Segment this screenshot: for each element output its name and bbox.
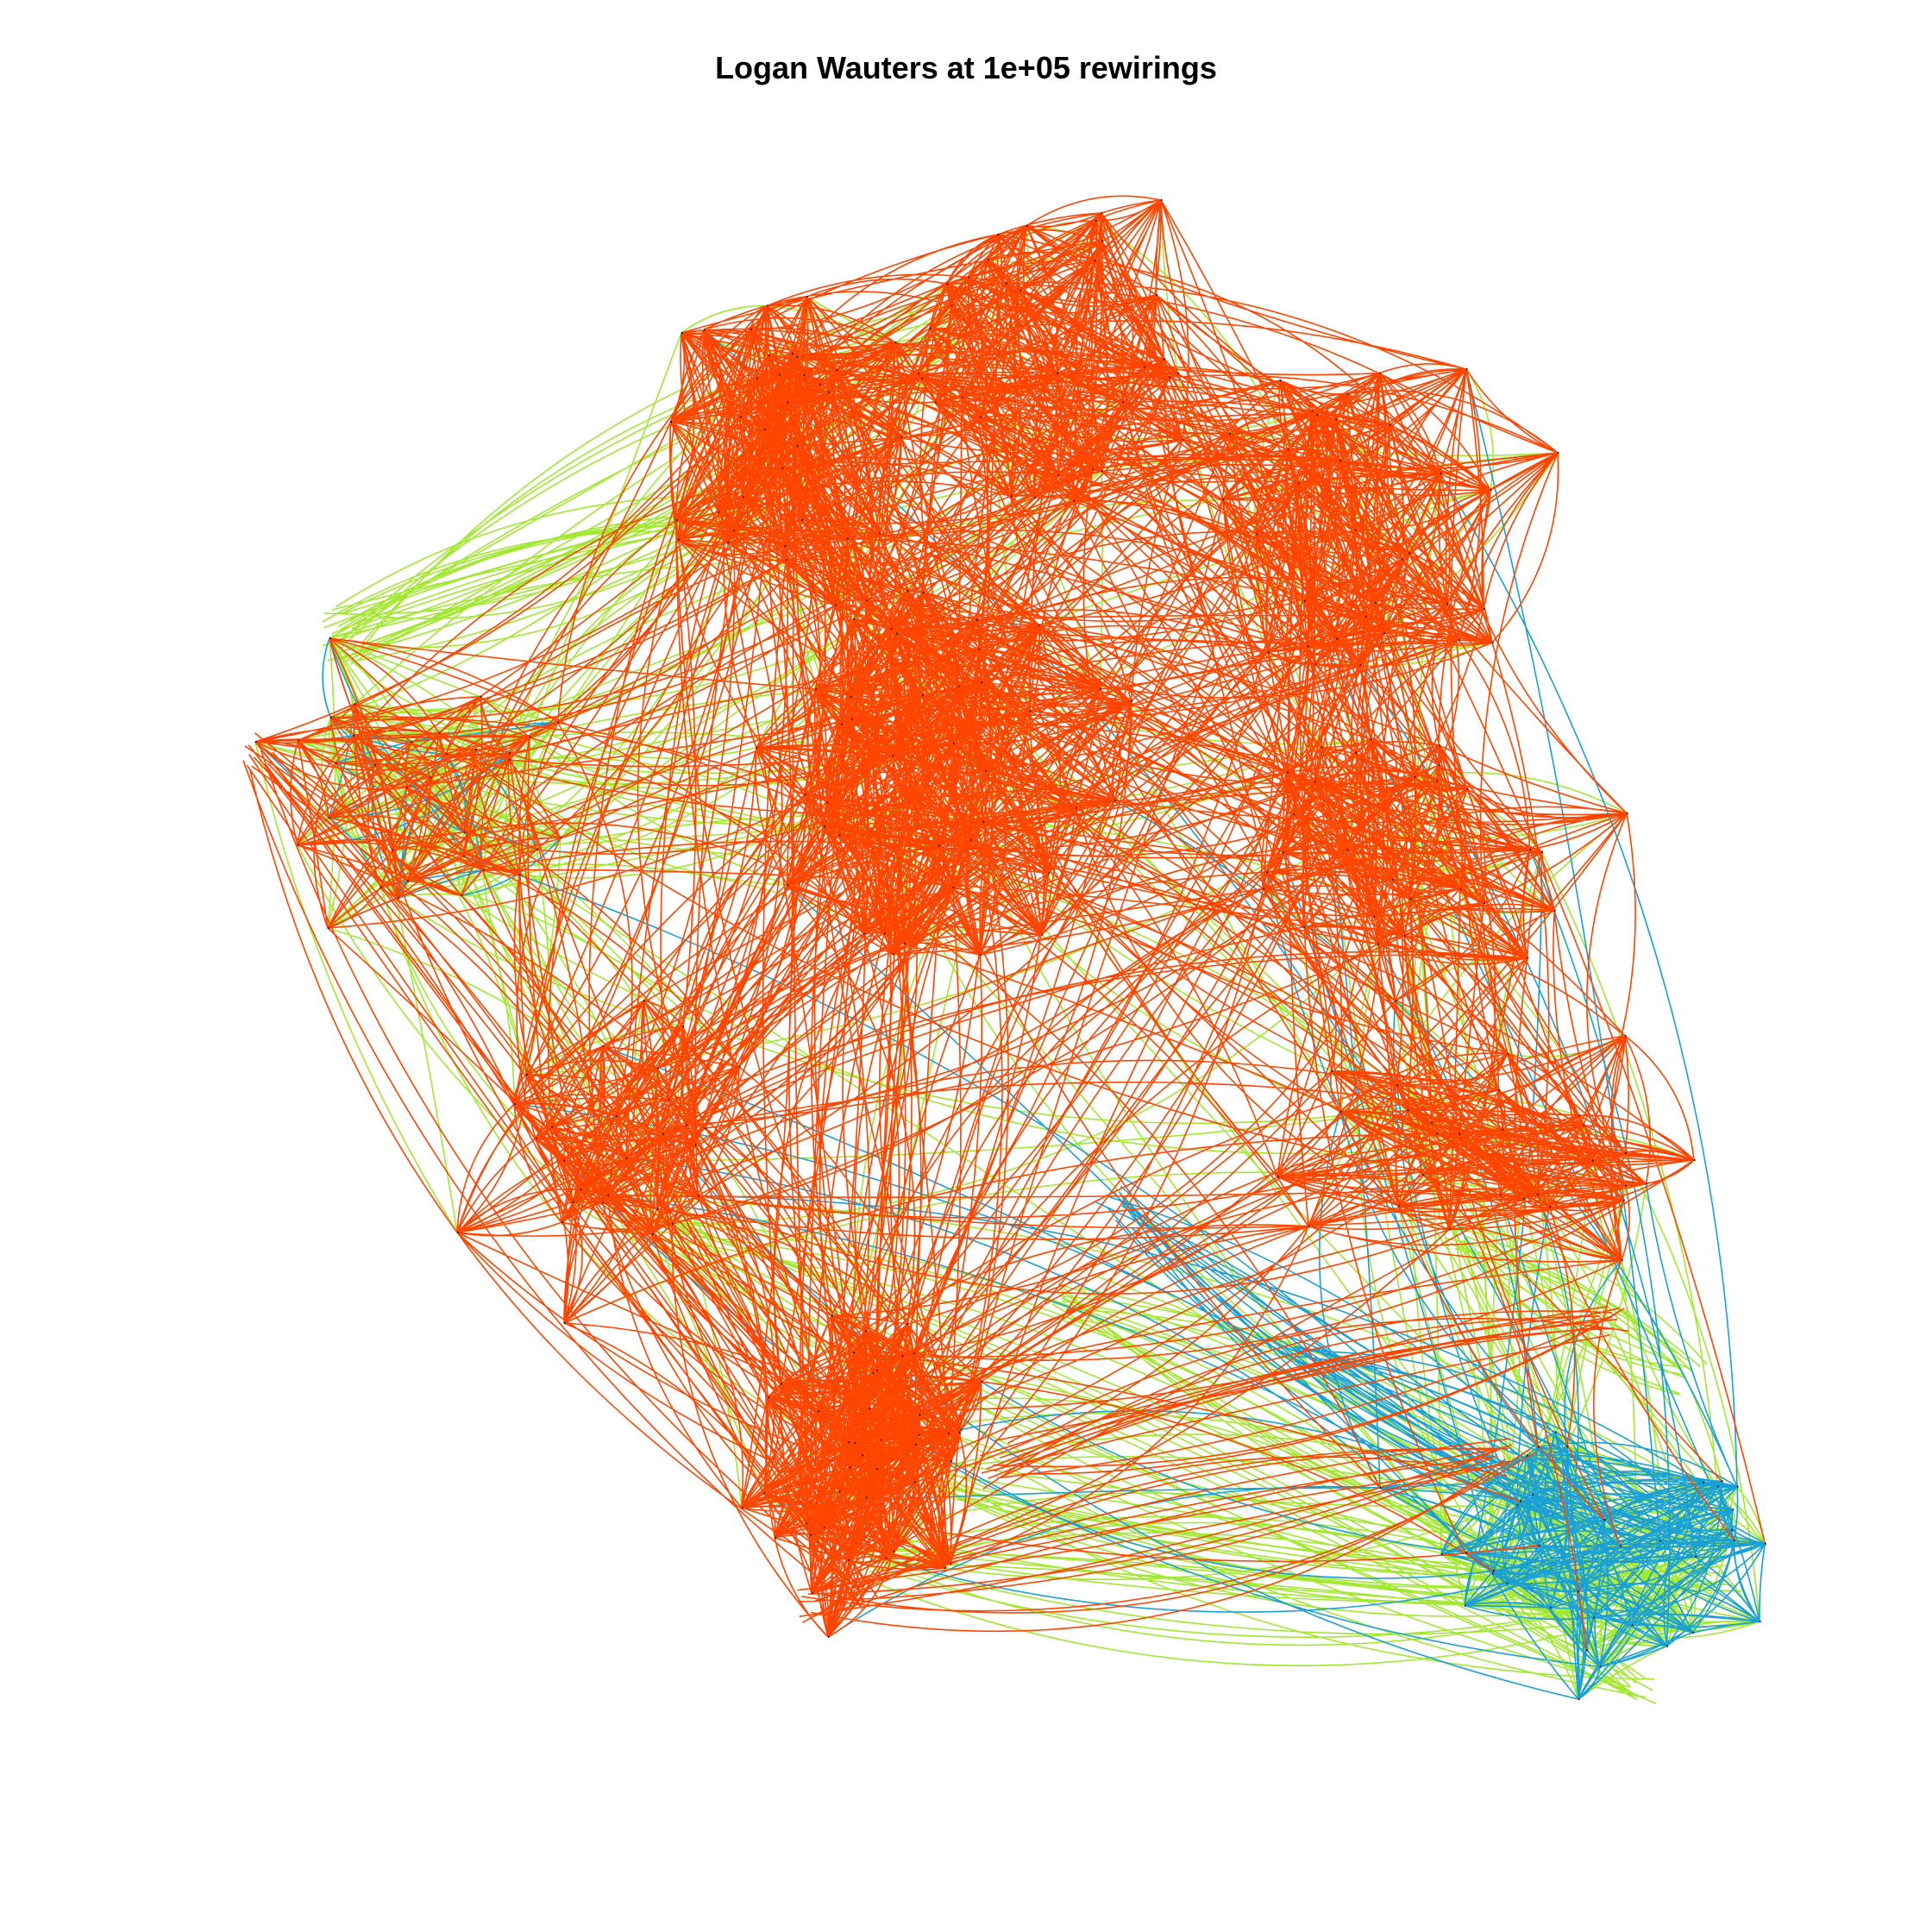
node-group — [255, 199, 1766, 1700]
edges-orange — [242, 195, 1766, 1651]
edge-group-orange — [242, 195, 1766, 1651]
node-dots — [255, 199, 1766, 1700]
figure-title: Logan Wauters at 1e+05 rewirings — [715, 50, 1217, 85]
